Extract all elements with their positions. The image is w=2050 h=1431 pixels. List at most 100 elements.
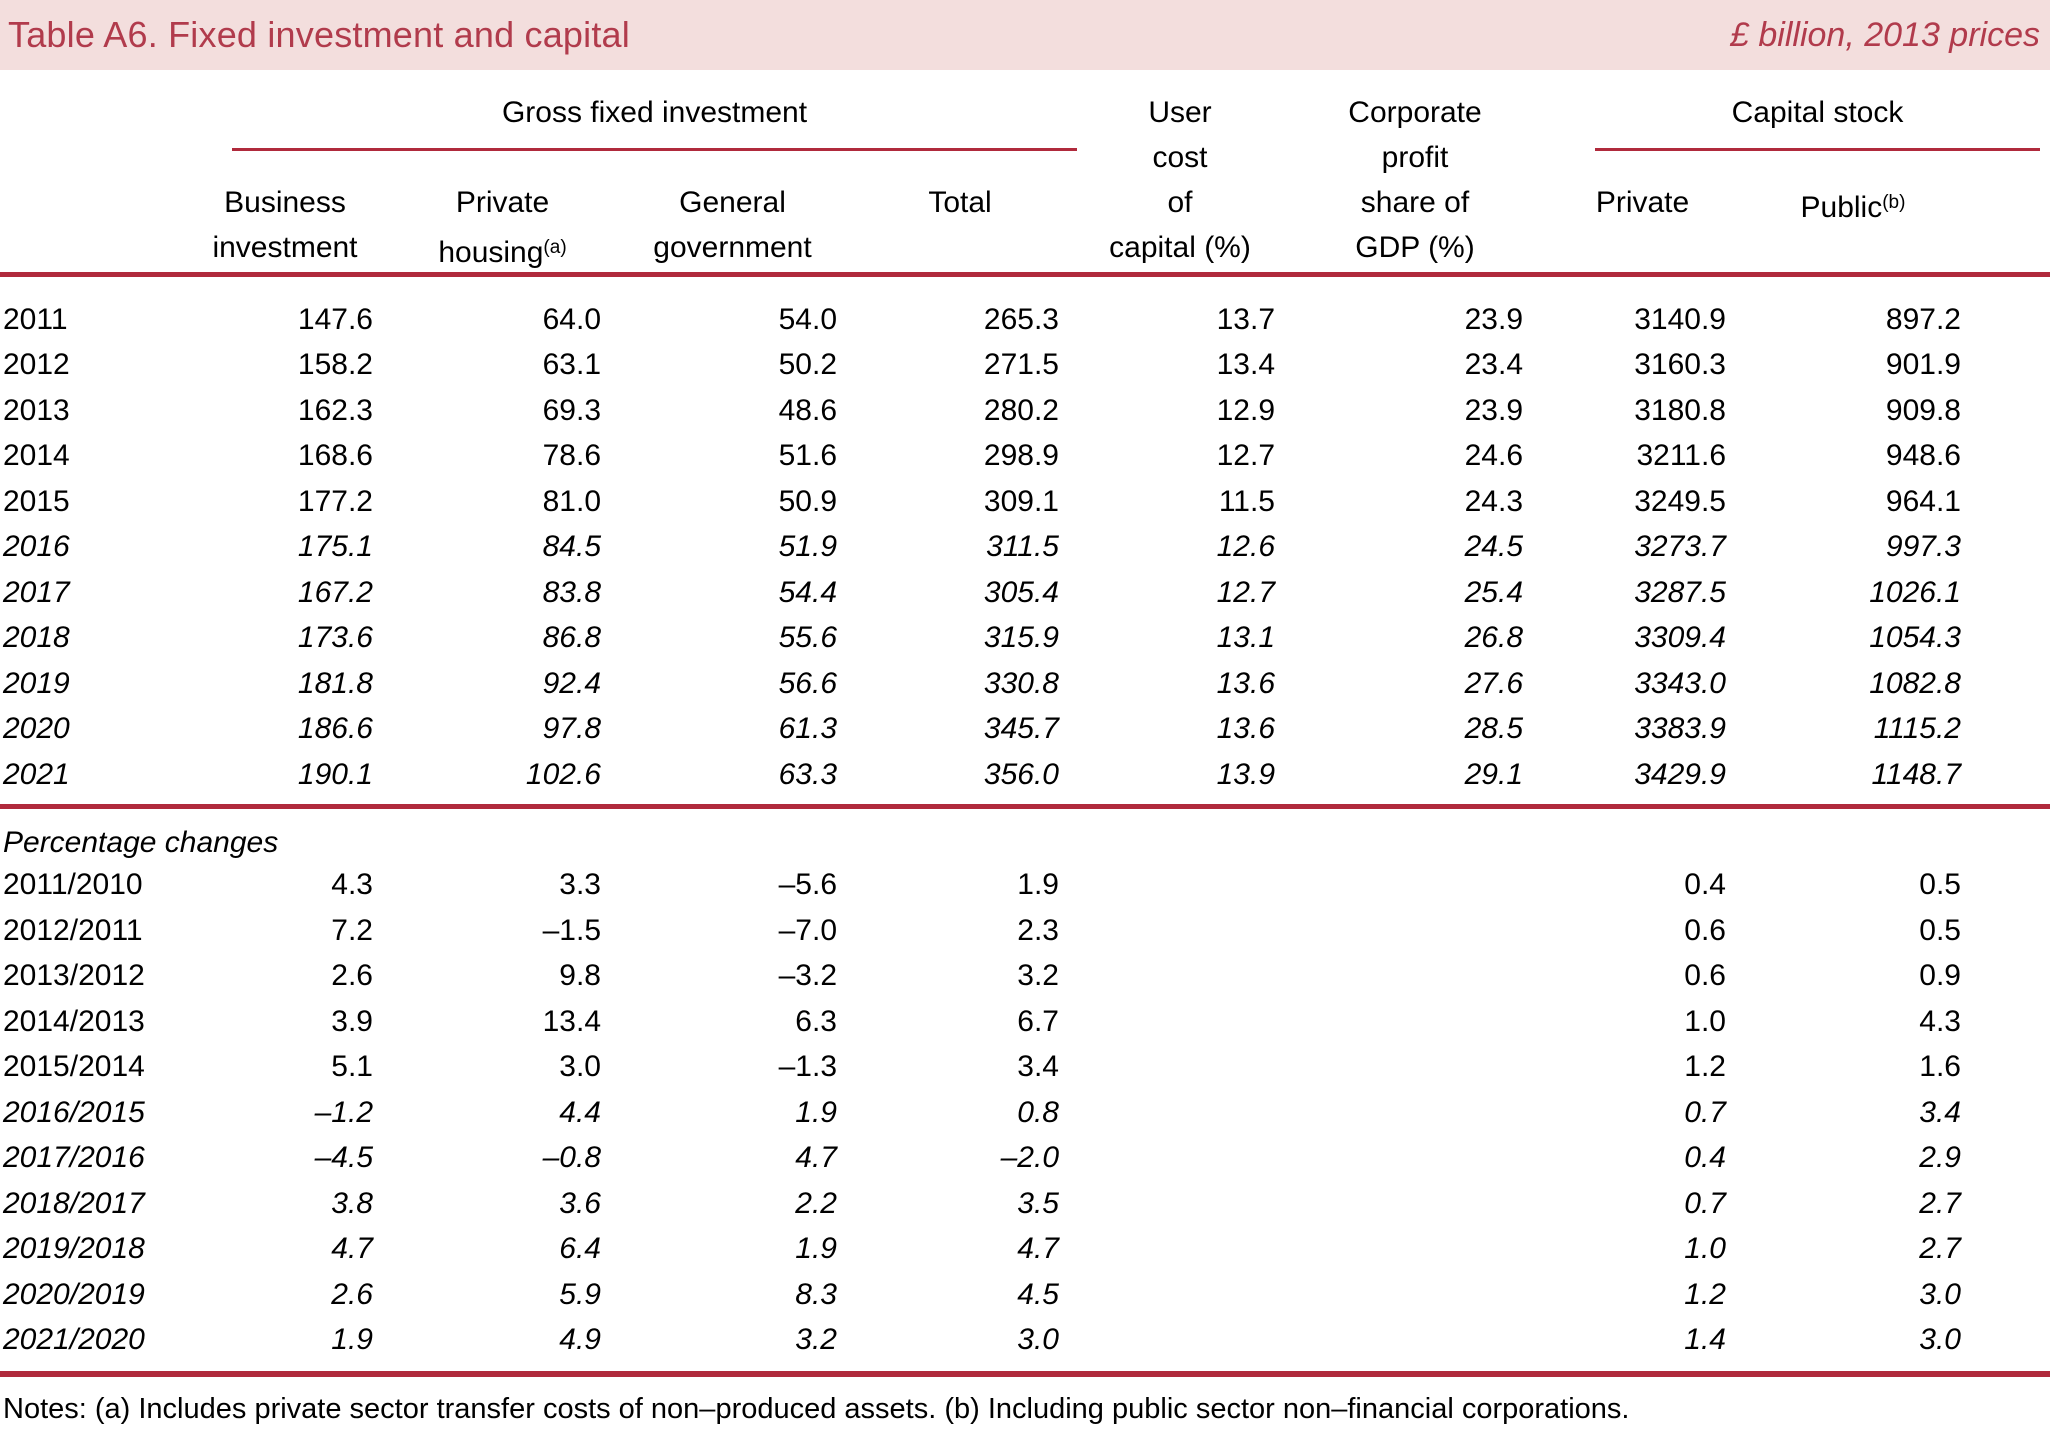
section-divider	[0, 803, 2050, 809]
value-cell: 13.6	[1216, 712, 1275, 746]
value-cell: 24.3	[1464, 484, 1523, 518]
table-row: 2012/2011 7.2 –1.5 –7.0 2.3 0.6 0.5	[0, 908, 2050, 954]
page-title: Table A6. Fixed investment and capital	[8, 14, 630, 55]
value-cell: 4.3	[331, 868, 373, 902]
value-cell: 50.9	[778, 484, 837, 518]
value-cell: 1115.2	[1873, 712, 1961, 746]
value-cell: 3287.5	[1634, 575, 1726, 609]
value-cell: 3.5	[1017, 1186, 1059, 1220]
value-cell: 0.6	[1684, 913, 1726, 947]
year-label: 2016	[3, 530, 70, 564]
year-label: 2021	[3, 757, 70, 791]
value-cell: 28.5	[1464, 712, 1523, 746]
value-cell: 1.9	[1017, 868, 1059, 902]
value-cell: 0.4	[1684, 1141, 1726, 1175]
value-cell: 24.5	[1464, 530, 1523, 564]
value-cell: 3211.6	[1636, 439, 1726, 473]
value-cell: 2.6	[331, 1277, 373, 1311]
value-cell: 3.0	[1017, 1323, 1059, 1357]
value-cell: 23.4	[1464, 348, 1523, 382]
value-cell: 356.0	[983, 757, 1059, 791]
table-row: 2011/2010 4.3 3.3 –5.6 1.9 0.4 0.5	[0, 863, 2050, 909]
column-header-user-cost: User cost of capital (%)	[1109, 96, 1251, 264]
value-cell: 81.0	[542, 484, 601, 518]
value-cell: 4.3	[1919, 1004, 1961, 1038]
value-cell: 330.8	[983, 666, 1059, 700]
value-cell: 1.4	[1684, 1323, 1726, 1357]
value-cell: –1.5	[542, 913, 601, 947]
value-cell: 158.2	[297, 348, 373, 382]
value-cell: 948.6	[1885, 439, 1961, 473]
table-row: 2018/2017 3.8 3.6 2.2 3.5 0.7 2.7	[0, 1181, 2050, 1227]
value-cell: 0.5	[1919, 913, 1961, 947]
value-cell: 168.6	[297, 439, 373, 473]
value-cell: 1.0	[1684, 1004, 1726, 1038]
value-cell: 0.5	[1919, 868, 1961, 902]
value-cell: 897.2	[1885, 302, 1961, 336]
value-cell: 27.6	[1464, 666, 1523, 700]
value-cell: 25.4	[1464, 575, 1523, 609]
value-cell: 3.8	[331, 1186, 373, 1220]
value-cell: 3273.7	[1634, 530, 1726, 564]
value-cell: 0.9	[1919, 959, 1961, 993]
table-row: 2012 158.2 63.1 50.2 271.5 13.4 23.4 3160.3 901.…	[0, 343, 2050, 389]
value-cell: 3180.8	[1634, 393, 1726, 427]
year-label: 2014	[3, 439, 70, 473]
value-cell: 23.9	[1464, 302, 1523, 336]
gross-fixed-investment-underline	[232, 148, 1077, 151]
period-label: 2020/2019	[3, 1277, 145, 1311]
value-cell: 86.8	[542, 621, 601, 655]
value-cell: 12.7	[1216, 439, 1275, 473]
table-row: 2019 181.8 92.4 56.6 330.8 13.6 27.6 3343.0 1082…	[0, 661, 2050, 707]
value-cell: 64.0	[542, 302, 601, 336]
value-cell: 0.7	[1684, 1095, 1726, 1129]
value-cell: –1.3	[778, 1050, 837, 1084]
value-cell: 265.3	[983, 302, 1059, 336]
value-cell: 1.2	[1684, 1050, 1726, 1084]
value-cell: –0.8	[542, 1141, 601, 1175]
table-row: 2018 173.6 86.8 55.6 315.9 13.1 26.8 3309.4 1054…	[0, 616, 2050, 662]
value-cell: 909.8	[1885, 393, 1961, 427]
table-header: Gross fixed investment User cost of capi…	[0, 70, 2050, 272]
value-cell: 24.6	[1464, 439, 1523, 473]
table-row: 2013 162.3 69.3 48.6 280.2 12.9 23.9 3180.8 909.…	[0, 388, 2050, 434]
value-cell: 1.9	[331, 1323, 373, 1357]
value-cell: 1.9	[795, 1095, 837, 1129]
value-cell: 3.3	[559, 868, 601, 902]
value-cell: 1082.8	[1869, 666, 1961, 700]
value-cell: 271.5	[983, 348, 1059, 382]
value-cell: 3140.9	[1634, 302, 1726, 336]
value-cell: 13.4	[542, 1004, 601, 1038]
period-label: 2012/2011	[3, 913, 143, 947]
value-cell: 4.4	[559, 1095, 601, 1129]
column-header-private: Private	[1595, 186, 1690, 219]
table-row: 2011 147.6 64.0 54.0 265.3 13.7 23.9 3140.9 897.…	[0, 297, 2050, 343]
value-cell: 78.6	[542, 439, 601, 473]
year-label: 2013	[3, 393, 70, 427]
capital-stock-underline	[1595, 148, 2040, 151]
value-cell: 186.6	[297, 712, 373, 746]
value-cell: 162.3	[297, 393, 373, 427]
value-cell: 13.9	[1216, 757, 1275, 791]
value-cell: 305.4	[983, 575, 1059, 609]
table-row: 2016 175.1 84.5 51.9 311.5 12.6 24.5 3273.7 997.…	[0, 525, 2050, 571]
value-cell: 7.2	[331, 913, 373, 947]
value-cell: 1.9	[795, 1232, 837, 1266]
value-cell: 63.1	[542, 348, 601, 382]
value-cell: 964.1	[1885, 484, 1961, 518]
value-cell: 167.2	[297, 575, 373, 609]
value-cell: 2.6	[331, 959, 373, 993]
value-cell: 3.0	[1919, 1277, 1961, 1311]
column-header-public: Public(b)	[1800, 191, 1906, 224]
value-cell: 309.1	[983, 484, 1059, 518]
value-cell: 3429.9	[1634, 757, 1726, 791]
value-cell: 173.6	[297, 621, 373, 655]
table-row: 2013/2012 2.6 9.8 –3.2 3.2 0.6 0.9	[0, 954, 2050, 1000]
value-cell: 4.7	[795, 1141, 837, 1175]
value-cell: 61.3	[778, 712, 837, 746]
value-cell: 55.6	[778, 621, 837, 655]
column-group-capital-stock: Capital stock	[1731, 96, 1904, 129]
table-row: 2021 190.1 102.6 63.3 356.0 13.9 29.1 3429.9 114…	[0, 752, 2050, 798]
value-cell: 92.4	[542, 666, 601, 700]
value-cell: 1026.1	[1869, 575, 1961, 609]
